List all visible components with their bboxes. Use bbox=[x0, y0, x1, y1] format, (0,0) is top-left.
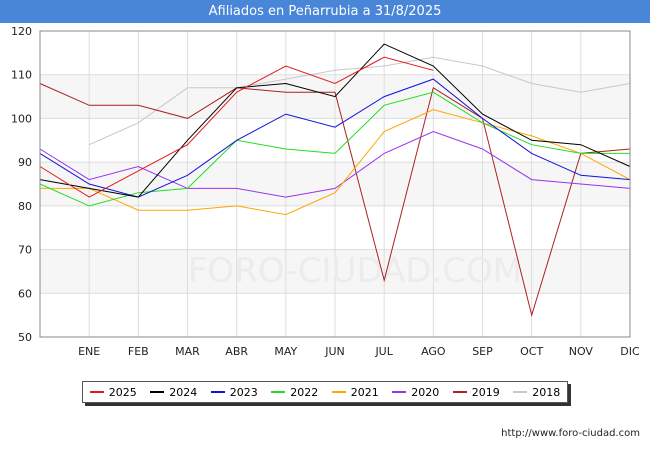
legend-swatch bbox=[271, 391, 286, 393]
series-line-2018 bbox=[88, 56, 631, 146]
legend-label: 2018 bbox=[532, 385, 561, 399]
x-axis-ticks: ENE FEB MAR ABR MAY JUN JUL AGO SEP OCT NOV DIC bbox=[78, 345, 640, 358]
series-line-2022 bbox=[39, 91, 630, 207]
source-url: http://www.foro-ciudad.com bbox=[501, 428, 640, 439]
y-tick-label: 70 bbox=[18, 244, 32, 257]
legend-swatch bbox=[331, 391, 346, 393]
y-tick-label: 110 bbox=[11, 69, 32, 82]
x-tick-label: DIC bbox=[620, 345, 640, 358]
y-tick-label: 60 bbox=[18, 287, 32, 300]
legend-swatch bbox=[452, 391, 467, 393]
legend-item-2022: 2022 bbox=[271, 386, 318, 399]
legend-item-2023: 2023 bbox=[210, 385, 258, 399]
legend-label: 2024 bbox=[169, 385, 198, 399]
legend-label: 2021 bbox=[350, 385, 379, 399]
legend-swatch bbox=[89, 391, 104, 393]
y-tick-label: 100 bbox=[11, 112, 32, 125]
series-line-2021 bbox=[40, 109, 631, 216]
watermark: FORO-CIUDAD.COM bbox=[188, 251, 522, 291]
x-tick-label: SEP bbox=[472, 345, 493, 358]
series-line-2020 bbox=[39, 130, 631, 198]
legend-label: 2022 bbox=[290, 385, 319, 399]
series-lines bbox=[39, 43, 631, 317]
legend-label: 2019 bbox=[471, 385, 500, 399]
legend-item-2020: 2020 bbox=[392, 386, 439, 399]
x-tick-label: MAY bbox=[274, 345, 297, 358]
x-tick-label: FEB bbox=[128, 345, 149, 358]
legend-swatch bbox=[392, 391, 407, 393]
x-tick-label: AGO bbox=[421, 345, 446, 358]
x-tick-label: JUN bbox=[324, 345, 345, 358]
series-line-2019 bbox=[39, 83, 631, 317]
legend-item-2019: 2019 bbox=[452, 385, 500, 399]
y-tick-label: 90 bbox=[18, 156, 32, 169]
legend-swatch bbox=[150, 391, 165, 393]
legend: 2025 2024 2023 2022 2021 2020 2019 2018 bbox=[82, 381, 568, 403]
legend-label: 2020 bbox=[411, 385, 440, 399]
series-line-2025 bbox=[39, 56, 434, 198]
y-tick-label: 120 bbox=[11, 25, 32, 38]
legend-swatch bbox=[513, 391, 528, 393]
legend-label: 2023 bbox=[229, 385, 258, 399]
x-tick-label: OCT bbox=[520, 345, 543, 358]
legend-item-2021: 2021 bbox=[331, 385, 379, 399]
x-tick-label: JUL bbox=[374, 345, 393, 358]
legend-swatch bbox=[210, 391, 225, 393]
x-tick-label: NOV bbox=[569, 345, 594, 358]
legend-item-2024: 2024 bbox=[150, 386, 197, 399]
plot-border bbox=[39, 30, 631, 338]
x-tick-label: ABR bbox=[225, 345, 248, 358]
chart-title: Afiliados en Peñarrubia a 31/8/2025 bbox=[0, 0, 650, 23]
series-line-2024 bbox=[39, 43, 631, 198]
y-tick-label: 80 bbox=[18, 200, 32, 213]
x-tick-label: MAR bbox=[175, 345, 200, 358]
x-tick-label: ENE bbox=[78, 345, 100, 358]
line-chart: FORO-CIUDAD.COM 50 60 70 80 90 100 110 120 ENE F… bbox=[11, 25, 640, 358]
legend-label: 2025 bbox=[108, 385, 137, 399]
legend-item-2025: 2025 bbox=[89, 385, 137, 399]
y-axis-ticks: 50 60 70 80 90 100 110 120 bbox=[11, 25, 32, 344]
y-tick-label: 50 bbox=[18, 331, 32, 344]
legend-item-2018: 2018 bbox=[513, 386, 560, 399]
